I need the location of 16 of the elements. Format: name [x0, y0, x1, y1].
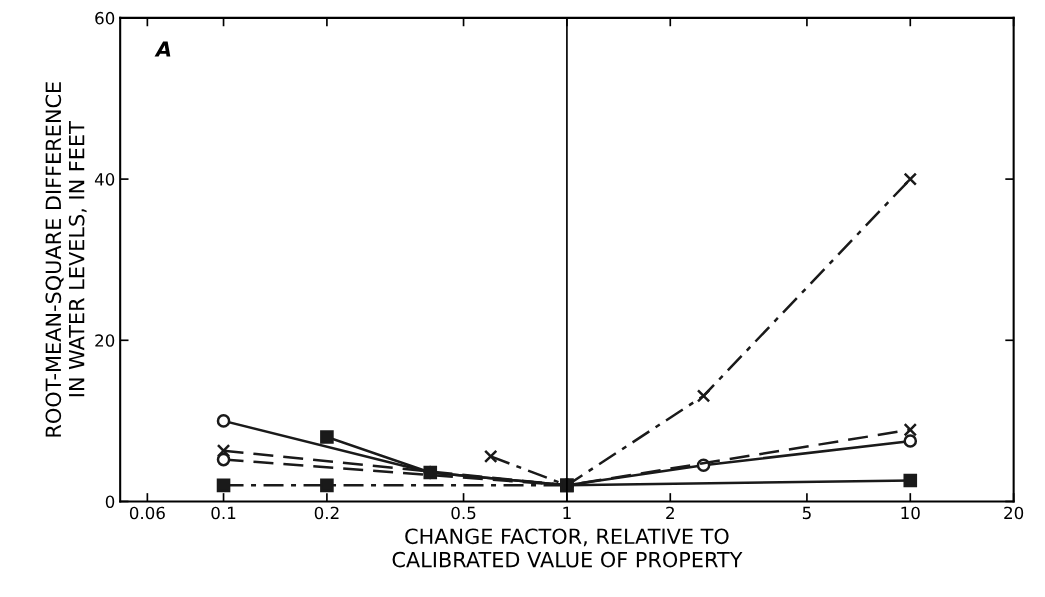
y-tick-label: 60: [95, 11, 115, 25]
x-tick-label: 0.1: [211, 506, 236, 520]
y-axis-title: ROOT-MEAN-SQUARE DIFFERENCE IN WATER LEVELS, IN FEET: [45, 82, 87, 437]
y-tick-label: 0: [105, 495, 115, 509]
x-tick-label: 2: [666, 506, 674, 520]
x-tick-label: 1: [563, 506, 571, 520]
x-axis-title: CHANGE FACTOR, RELATIVE TO CALIBRATED VALUE OF PROPERTY: [392, 528, 743, 568]
x-tick-label: 5: [802, 506, 811, 520]
y-tick-label: 40: [94, 173, 115, 186]
x-tick-label: 20: [1004, 506, 1024, 520]
x-tick-label: 0.06: [129, 506, 165, 520]
y-tick-label: 20: [95, 334, 115, 347]
x-tick-label: 0.5: [451, 506, 476, 520]
x-tick-label: 10: [901, 506, 920, 520]
x-tick-label: 0.2: [314, 506, 339, 520]
annotation: A: [154, 41, 171, 57]
